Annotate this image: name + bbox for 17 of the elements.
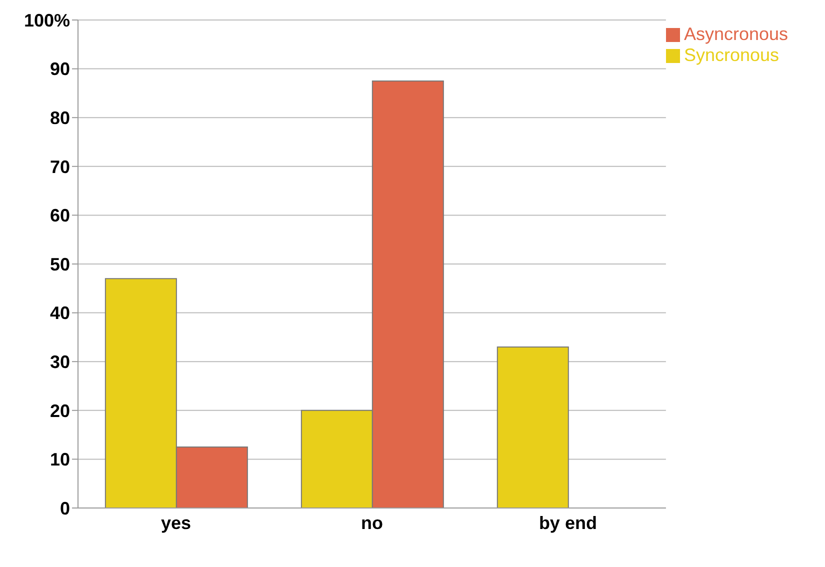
y-tick-label: 90 bbox=[50, 59, 70, 80]
legend-label: Syncronous bbox=[684, 45, 779, 65]
y-tick-label: 70 bbox=[50, 156, 70, 177]
x-tick-label: no bbox=[360, 512, 383, 533]
y-tick-label: 50 bbox=[50, 254, 70, 274]
legend-label: Asyncronous bbox=[684, 24, 788, 44]
x-tick-label: yes bbox=[160, 512, 192, 533]
y-tick-label: 30 bbox=[50, 352, 70, 372]
y-tick-label: 40 bbox=[50, 303, 70, 324]
y-tick-label: 0 bbox=[60, 498, 70, 518]
y-tick-label: 80 bbox=[50, 108, 70, 128]
y-tick-label: 20 bbox=[50, 400, 70, 421]
y-tick-label: 60 bbox=[50, 206, 70, 226]
bar bbox=[496, 346, 569, 508]
y-tick-label: 10 bbox=[50, 450, 70, 470]
x-tick-label: by end bbox=[538, 512, 597, 533]
y-tick-label: 100% bbox=[24, 10, 70, 30]
